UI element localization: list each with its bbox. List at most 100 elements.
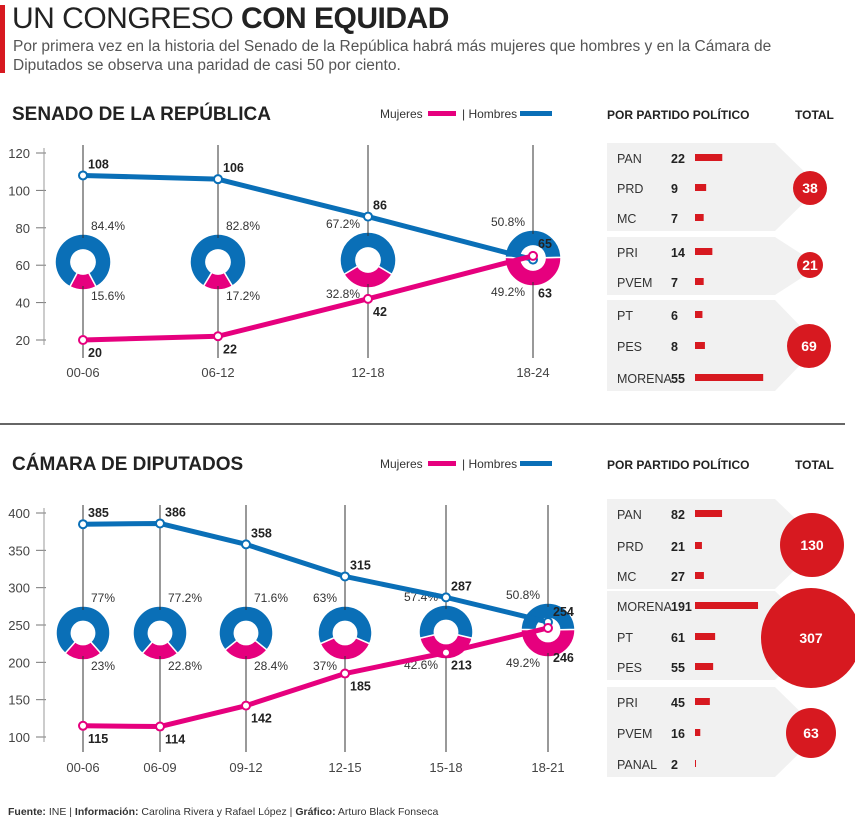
party-group-panel: [607, 499, 822, 589]
party-name: PAN: [617, 508, 642, 522]
y-tick-label: 100: [8, 183, 30, 198]
party-value: 55: [671, 372, 685, 386]
party-name: PRD: [617, 540, 643, 554]
point-hombres: [78, 170, 88, 181]
pct-label-top: 63%: [313, 591, 337, 605]
pct-label-bottom: 49.2%: [491, 285, 525, 299]
data-label-mujeres: 142: [251, 712, 272, 726]
data-label-mujeres: 114: [165, 733, 185, 747]
legend-swatch-mujeres: [428, 111, 456, 116]
party-bar: [695, 572, 704, 579]
x-tick-label: 12-18: [351, 365, 384, 380]
data-label-hombres: 108: [88, 157, 109, 171]
point-hombres: [363, 211, 373, 222]
data-label-mujeres: 42: [373, 305, 387, 319]
party-name: PRI: [617, 246, 638, 260]
x-tick-label: 12-15: [328, 760, 361, 775]
party-name: PVEM: [617, 276, 652, 290]
point-hombres: [213, 174, 223, 185]
total-circle: [786, 708, 836, 758]
donut-hole: [205, 249, 231, 275]
donut-hole: [233, 620, 259, 646]
pct-label-bottom: 23%: [91, 659, 115, 673]
party-bar: [695, 154, 723, 161]
data-label-mujeres: 246: [553, 651, 574, 665]
party-value: 7: [671, 276, 678, 290]
total-circle: [780, 513, 844, 577]
party-bar: [695, 602, 759, 609]
info: Carolina Rivera y Rafael López |: [138, 806, 296, 818]
total-circle: [787, 324, 831, 368]
party-value: 14: [671, 246, 685, 260]
party-group-panel: [607, 143, 820, 231]
pct-label-top: 50.8%: [506, 588, 540, 602]
y-tick-label: 80: [16, 221, 30, 236]
point-hombres: [155, 518, 165, 529]
x-tick-label: 06-12: [201, 365, 234, 380]
legend-swatch-hombres: [520, 111, 552, 116]
source: INE |: [45, 806, 75, 818]
point-mujeres: [363, 293, 373, 304]
info-label: Información:: [74, 806, 139, 818]
total-value: 307: [799, 630, 823, 646]
party-bar: [695, 510, 723, 517]
data-label-hombres: 315: [350, 558, 371, 572]
point-mujeres: [340, 668, 350, 679]
total-header: TOTAL: [795, 108, 834, 122]
party-name: PANAL: [617, 758, 657, 772]
donut-hole: [332, 620, 358, 646]
y-tick-label: 60: [16, 258, 30, 273]
y-tick-label: 350: [8, 543, 30, 558]
party-value: 2: [671, 758, 678, 772]
legend-label-mujeres: Mujeres: [380, 457, 423, 471]
point-hombres: [441, 592, 451, 603]
donut-hole: [70, 249, 96, 275]
data-label-hombres: 63: [538, 287, 552, 301]
party-name: PVEM: [617, 727, 652, 741]
data-label-hombres: 386: [165, 505, 186, 519]
party-value: 8: [671, 340, 678, 354]
party-bar: [695, 698, 710, 705]
party-bar: [695, 311, 703, 318]
party-value: 6: [671, 309, 678, 323]
series-line-hombres: [82, 520, 549, 625]
legend-swatch-hombres: [520, 461, 552, 466]
donut-hole: [147, 620, 173, 646]
party-group-panel: [607, 237, 820, 295]
x-tick-label: 00-06: [66, 760, 99, 775]
data-label-mujeres: 65: [538, 237, 552, 251]
party-name: MC: [617, 212, 636, 226]
pct-label-top: 71.6%: [254, 591, 288, 605]
pct-label-bottom: 28.4%: [254, 659, 288, 673]
point-mujeres: [528, 250, 538, 261]
point-mujeres: [78, 720, 88, 731]
pct-label-bottom: 15.6%: [91, 289, 125, 303]
series-line-mujeres: [82, 253, 534, 343]
donut-hole: [70, 620, 96, 646]
y-tick-label: 200: [8, 655, 30, 670]
pct-label-top: 84.4%: [91, 219, 125, 233]
party-value: 55: [671, 661, 685, 675]
subtitle: Por primera vez en la historia del Senad…: [13, 38, 772, 74]
legend-label-mujeres: Mujeres: [380, 107, 423, 121]
pct-label-top: 77.2%: [168, 591, 202, 605]
party-name: MORENA: [617, 372, 673, 386]
point-hombres: [241, 539, 251, 550]
legend-label-hombres: | Hombres: [462, 107, 517, 121]
party-bar: [695, 184, 707, 191]
total-header: TOTAL: [795, 458, 834, 472]
y-tick-label: 20: [16, 333, 30, 348]
data-label-hombres: 254: [553, 605, 574, 619]
data-label-hombres: 86: [373, 199, 387, 213]
party-bar: [695, 374, 764, 381]
party-bar: [695, 248, 713, 255]
point-mujeres: [441, 647, 451, 658]
party-value: 27: [671, 570, 685, 584]
party-name: PAN: [617, 152, 642, 166]
pct-label-bottom: 17.2%: [226, 289, 260, 303]
pct-label-top: 77%: [91, 591, 115, 605]
point-mujeres: [155, 721, 165, 732]
party-value: 22: [671, 152, 685, 166]
page-title: UN CONGRESO CON EQUIDAD: [12, 2, 449, 36]
